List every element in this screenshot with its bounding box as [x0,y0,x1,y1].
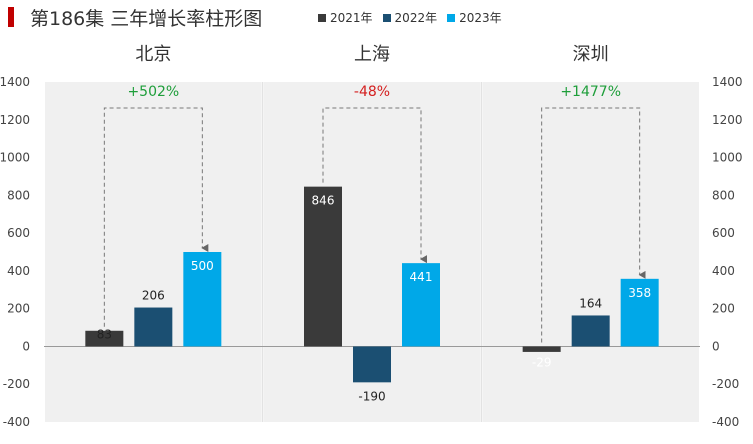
y-tick-label-left: 600 [7,226,30,240]
y-tick-label-right: 600 [712,226,735,240]
y-tick-label-right: 1000 [712,151,743,165]
legend-label-2022: 2022年 [394,11,438,25]
y-tick-label-left: 800 [7,188,30,202]
bar [522,346,561,352]
y-tick-label-left: -400 [3,415,30,429]
data-label: 164 [579,296,602,310]
legend-swatch-2023 [447,13,456,22]
title-accent-bar [8,7,14,27]
y-tick-label-left: -200 [3,377,30,391]
y-tick-label-right: -200 [712,377,739,391]
legend-item-2022: 2022年 [382,9,438,26]
data-label: 206 [142,289,165,303]
y-tick-label-right: 800 [712,188,735,202]
growth-connector [322,107,427,264]
legend-label-2021: 2021年 [330,11,373,25]
growth-label: -48% [354,84,390,100]
data-label: 846 [312,194,335,208]
y-tick-label-right: 0 [712,339,720,353]
y-tick-label-right: 1200 [712,113,743,127]
bar [304,186,342,347]
data-label: 441 [410,270,433,284]
panel-background [482,82,699,422]
legend-item-2023: 2023年 [447,9,502,26]
data-label: 358 [628,286,651,300]
growth-connector [103,107,209,327]
y-tick-label-right: 200 [712,302,735,316]
data-label: 83 [97,327,112,341]
bar [353,346,391,383]
bar [134,307,173,347]
growth-label: +502% [127,84,179,100]
data-label: -190 [358,389,385,403]
legend-item-2021: 2021年 [318,9,373,26]
legend: 2021年 2022年 2023年 [318,9,502,26]
bar [620,278,659,347]
legend-label-2023: 2023年 [459,11,502,25]
y-tick-label-left: 0 [22,339,30,353]
y-tick-label-left: 400 [7,264,30,278]
chart-title: 第186集 三年增长率柱形图 [30,8,263,30]
y-tick-label-left: 1400 [0,75,30,89]
panel-background [45,82,262,422]
legend-swatch-2022 [382,13,391,22]
growth-connector [541,107,646,343]
bar [85,330,124,347]
y-tick-label-left: 1200 [0,113,30,127]
bar [402,263,440,347]
y-tick-label-right: 400 [712,264,735,278]
group-label: 北京 [135,44,171,65]
y-tick-label-left: 1000 [0,151,30,165]
y-tick-label-left: 200 [7,302,30,316]
group-label: 深圳 [573,44,609,65]
y-tick-label-right: 1400 [712,75,743,89]
legend-swatch-2021 [318,13,326,22]
bar [183,252,222,347]
y-tick-label-right: -400 [712,415,739,429]
group-label: 上海 [354,44,390,65]
data-label: -29 [532,355,552,369]
growth-label: +1477% [560,84,621,100]
bar [571,315,610,347]
data-label: 500 [191,259,214,273]
